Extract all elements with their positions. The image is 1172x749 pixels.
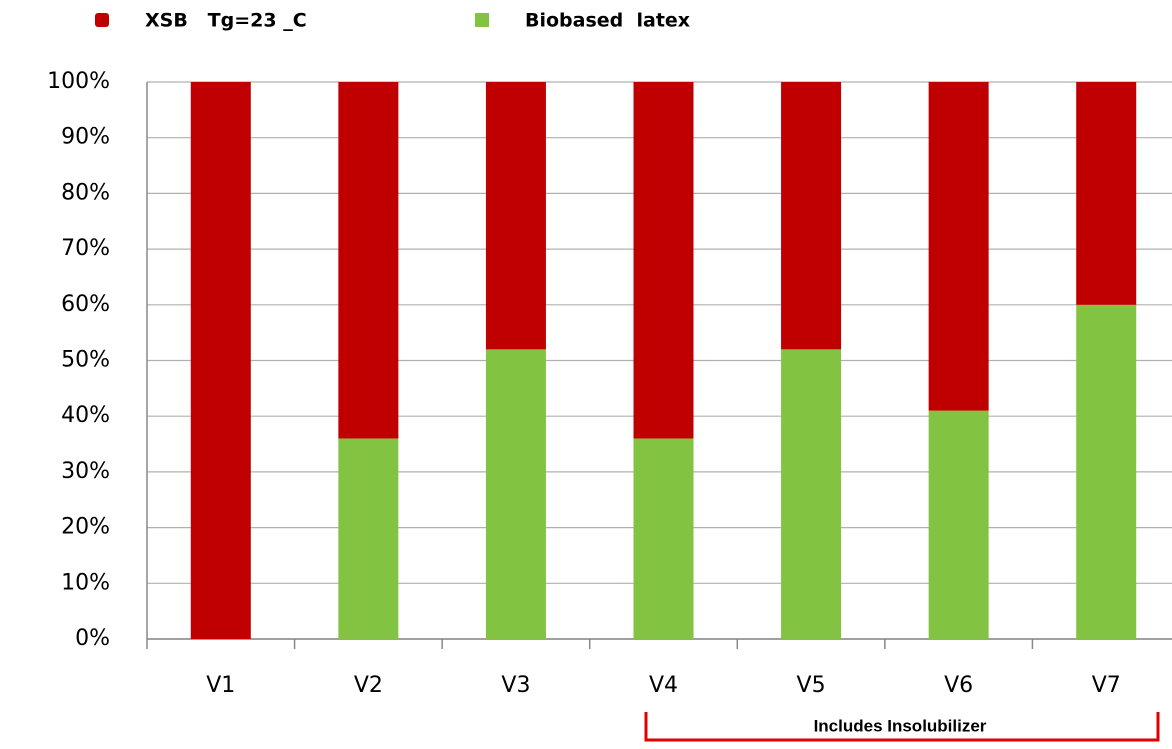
- y-tick-label: 30%: [61, 459, 110, 484]
- bar-segment: [928, 410, 989, 639]
- x-tick-label: V6: [944, 673, 973, 698]
- bar-segment: [485, 82, 546, 350]
- x-tick-label: V2: [354, 673, 383, 698]
- bar-segment: [1076, 304, 1137, 639]
- x-tick-label: V4: [649, 673, 678, 698]
- bar-segment: [928, 82, 989, 411]
- y-tick-label: 100%: [47, 69, 110, 94]
- x-tick-label: V7: [1092, 673, 1121, 698]
- bar-segment: [338, 82, 399, 439]
- y-tick-label: 90%: [61, 125, 110, 150]
- legend-label: Biobased latex: [525, 10, 690, 32]
- y-tick-label: 40%: [61, 403, 110, 428]
- legend-swatch: [475, 13, 489, 27]
- legend-label: XSB Tg=23 _C: [145, 10, 307, 32]
- y-tick-label: 70%: [61, 236, 110, 261]
- annotation: Includes Insolubilizer: [814, 716, 987, 735]
- y-tick-label: 10%: [61, 570, 110, 595]
- x-tick-label: V3: [501, 673, 530, 698]
- legend-swatch: [95, 13, 109, 27]
- y-tick-label: 20%: [61, 515, 110, 540]
- y-tick-label: 50%: [61, 348, 110, 373]
- bar-segment: [485, 349, 546, 639]
- bar-segment: [781, 82, 842, 350]
- y-tick-label: 80%: [61, 180, 110, 205]
- x-tick-label: V1: [206, 673, 235, 698]
- bracket: [644, 712, 1160, 742]
- bar-segment: [338, 438, 399, 639]
- y-tick-label: 0%: [75, 626, 110, 651]
- bar-segment: [633, 438, 694, 639]
- x-tick-label: V5: [797, 673, 826, 698]
- bar-segment: [781, 349, 842, 639]
- bar-segment: [190, 82, 251, 639]
- y-tick-label: 60%: [61, 292, 110, 317]
- bar-segment: [633, 82, 694, 439]
- bar-segment: [1076, 82, 1137, 305]
